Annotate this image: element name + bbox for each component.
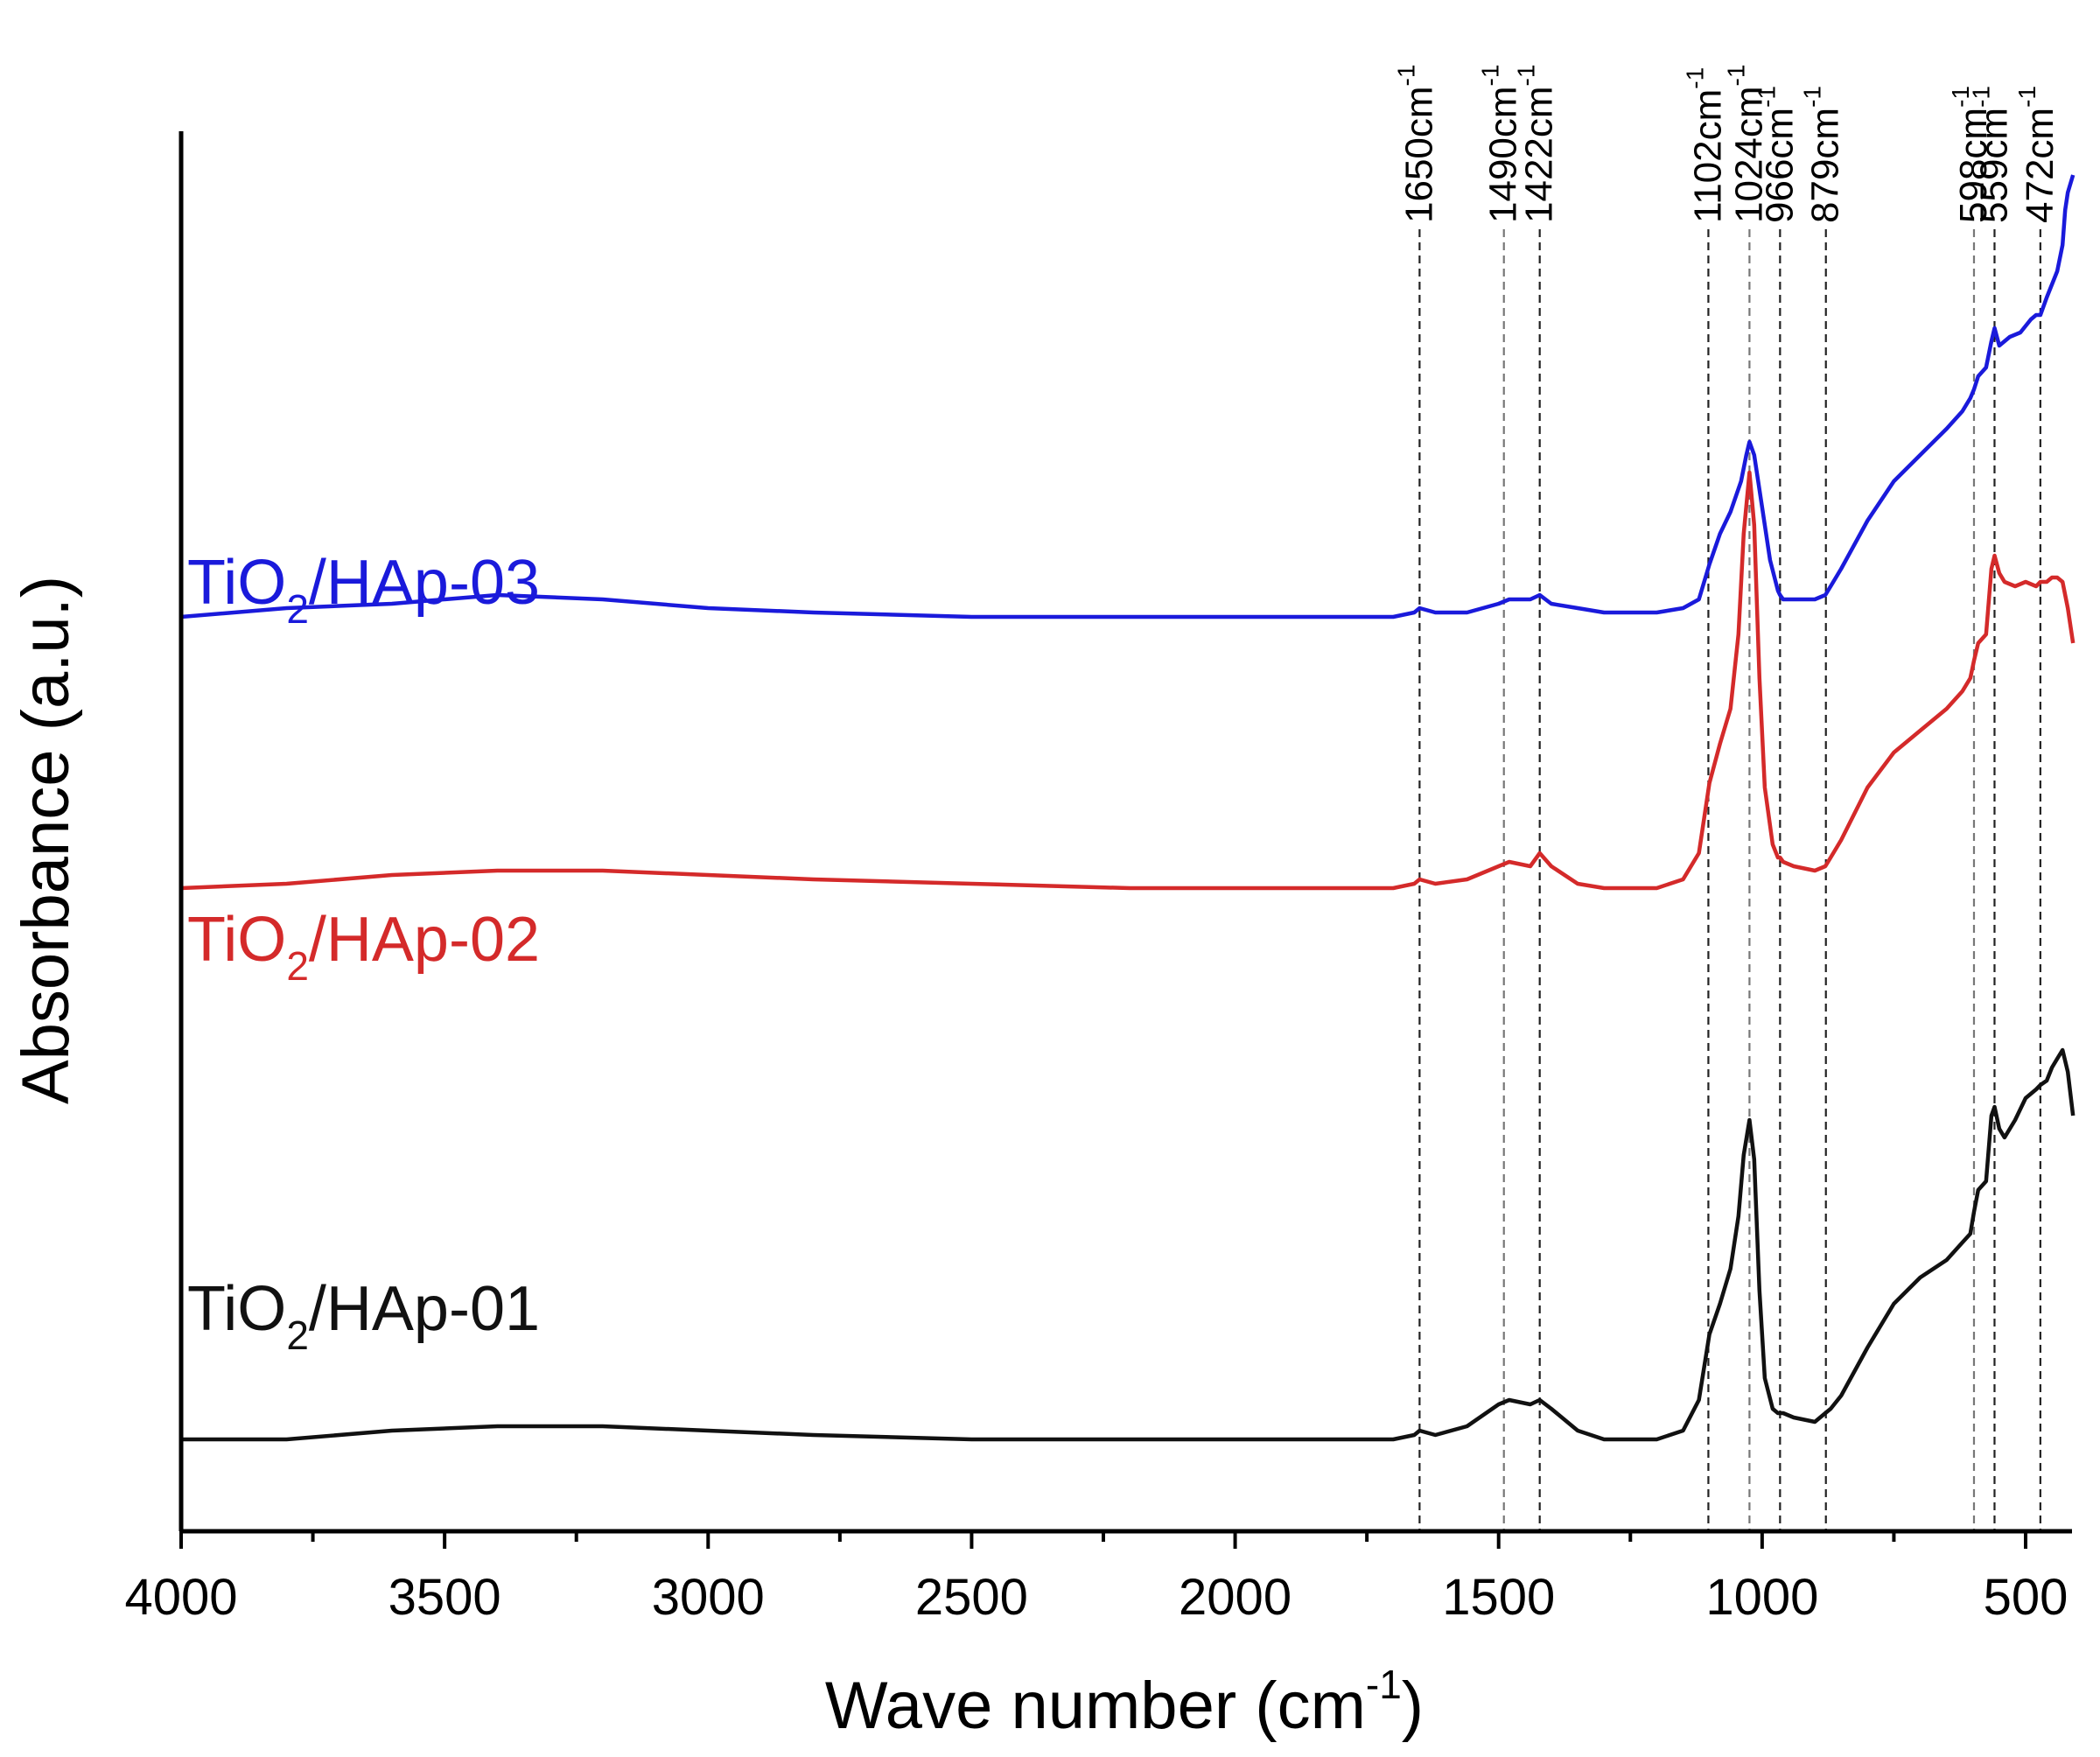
series-label-main: TiO (187, 1274, 286, 1344)
x-tick-label-3500: 3500 (388, 1569, 501, 1626)
series-label-main: TiO (187, 548, 286, 618)
x-tick-label-1000: 1000 (1705, 1569, 1818, 1626)
peak-label-1490: 1490cm-1 (1477, 65, 1525, 223)
peak-label-value: 1490cm (1482, 86, 1525, 223)
peak-label-value: 1102cm (1686, 89, 1729, 223)
peak-label-1102: 1102cm-1 (1681, 67, 1729, 223)
peak-label-sup: -1 (1477, 65, 1504, 87)
series-line-tio2-hap-03 (180, 174, 2076, 620)
peak-label-559: 559cm-1 (1967, 86, 2015, 223)
peak-label-value: 1024cm (1727, 86, 1770, 223)
y-axis-title: Absorbance (a.u.) (9, 576, 83, 1104)
peak-label-value: 472cm (2019, 108, 2062, 223)
peak-label-966: 966cm-1 (1753, 86, 1801, 223)
peak-label-sup: -1 (1967, 86, 1994, 108)
x-tick-label-2500: 2500 (915, 1569, 1028, 1626)
series-lines (180, 174, 2076, 1442)
series-label-tio2-hap-03: TiO2/HAp-03 (187, 548, 540, 632)
peak-label-value: 879cm (1804, 108, 1847, 223)
series-line-tio2-hap-01 (181, 1047, 2076, 1442)
peak-label-value: 1422cm (1518, 86, 1561, 223)
peak-label-1422: 1422cm-1 (1513, 65, 1561, 223)
series-label-sub: 2 (286, 943, 309, 989)
peak-label-472: 472cm-1 (2013, 86, 2062, 223)
x-tick-label-2000: 2000 (1179, 1569, 1292, 1626)
peak-label-sup: -1 (1799, 86, 1826, 108)
series-label-rest: /HAp-01 (309, 1274, 540, 1344)
x-tick-label-4000: 4000 (124, 1569, 237, 1626)
peak-label-sup: -1 (2013, 86, 2040, 108)
series-label-tio2-hap-01: TiO2/HAp-01 (187, 1274, 540, 1358)
peak-label-sup: -1 (1681, 67, 1708, 89)
series-line-tio2-hap-02 (180, 470, 2076, 891)
peak-label-598: 598cm-1 (1947, 86, 1995, 223)
x-ticks: 4000 3500 3000 2500 2000 1500 1000 500 (124, 1531, 2068, 1626)
peak-marker-lines (1418, 229, 2041, 1531)
x-tick-label-1500: 1500 (1442, 1569, 1555, 1626)
peak-label-value: 966cm (1758, 108, 1801, 223)
peak-label-sup: -1 (1392, 65, 1419, 87)
peak-label-value: 598cm (1952, 108, 1995, 223)
peak-label-879: 879cm-1 (1799, 86, 1847, 223)
series-label-sub: 2 (286, 1312, 309, 1358)
peak-label-1024: 1024cm-1 (1722, 65, 1770, 223)
series-label-tio2-hap-02: TiO2/HAp-02 (187, 905, 540, 989)
series-label-main: TiO (187, 905, 286, 975)
x-axis-title: Wave number (cm-1) (825, 1662, 1424, 1743)
peak-label-1650: 1650cm-1 (1392, 65, 1440, 223)
peak-label-sup: -1 (1722, 65, 1749, 87)
x-tick-label-3000: 3000 (652, 1569, 765, 1626)
series-label-rest: /HAp-02 (309, 905, 540, 975)
peak-label-value: 559cm (1972, 108, 2015, 223)
series-label-sub: 2 (286, 586, 309, 632)
x-tick-label-500: 500 (1984, 1569, 2068, 1626)
peak-label-value: 1650cm (1397, 86, 1440, 223)
peak-label-sup: -1 (1513, 65, 1540, 87)
peak-labels: 1650cm-11490cm-11422cm-11102cm-11024cm-1… (1392, 65, 2061, 223)
axes (178, 131, 2072, 1534)
peak-label-sup: -1 (1753, 86, 1780, 108)
peak-label-sup: -1 (1947, 86, 1974, 108)
series-label-rest: /HAp-03 (309, 548, 540, 618)
